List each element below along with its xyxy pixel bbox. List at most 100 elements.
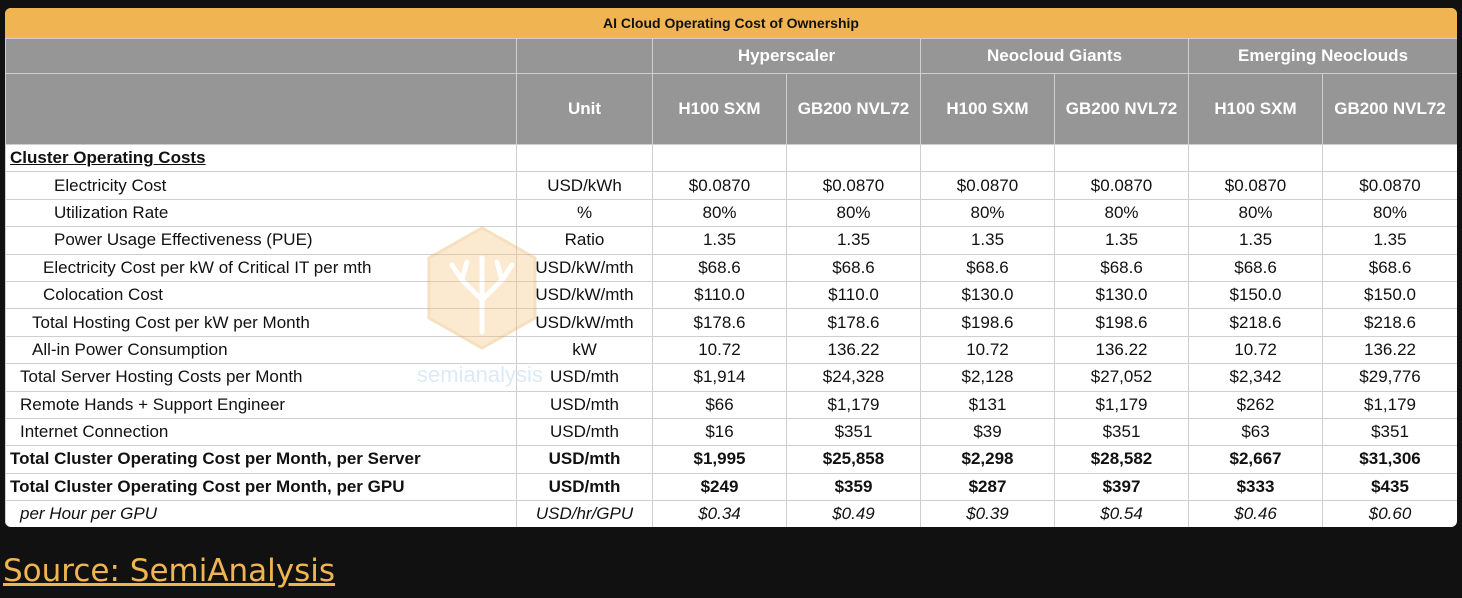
table-cell: 136.22 [786, 335, 921, 365]
column-header: GB200 NVL72 [1322, 73, 1457, 145]
table-cell: $2,128 [920, 363, 1055, 392]
row-unit: USD/hr/GPU [516, 500, 653, 527]
table-cell: $150.0 [1322, 280, 1457, 310]
table-cell: $131 [920, 390, 1055, 419]
table-cell: $0.0870 [1322, 171, 1457, 200]
row-label: Colocation Cost [5, 280, 517, 310]
column-header: H100 SXM [1188, 73, 1324, 145]
table-cell: $1,995 [652, 445, 787, 474]
table-cell: 80% [1188, 198, 1324, 228]
table-cell: $359 [786, 472, 921, 502]
cost-table: Hyperscaler Neocloud Giants Emerging Neo… [5, 38, 1457, 527]
table-cell: $28,582 [1053, 445, 1190, 474]
table-cell: $262 [1188, 390, 1324, 419]
table-cell: $0.54 [1053, 500, 1190, 527]
table-cell: $1,914 [652, 363, 787, 392]
table-cell: $1,179 [786, 390, 921, 419]
table-cell [652, 143, 787, 173]
unit-header-top [516, 38, 653, 74]
label-header-cell [5, 73, 517, 145]
table-cell: $0.0870 [1188, 171, 1324, 200]
row-label: Total Cluster Operating Cost per Month, … [5, 472, 517, 502]
table-cell: $25,858 [786, 445, 921, 474]
table-row: Cluster Operating Costs [5, 143, 1457, 173]
row-label: Electricity Cost [5, 171, 517, 200]
group-header-neocloud-giants: Neocloud Giants [919, 38, 1190, 74]
table-cell: 136.22 [1322, 335, 1457, 365]
table-cell: $68.6 [1322, 253, 1457, 282]
table-cell [920, 143, 1055, 173]
row-unit: USD/mth [516, 390, 653, 419]
row-unit: USD/kW/mth [516, 280, 653, 310]
table-cell: 80% [786, 198, 921, 228]
table-cell: $333 [1188, 472, 1324, 502]
row-label: Total Cluster Operating Cost per Month, … [5, 445, 517, 474]
row-unit: USD/mth [516, 417, 653, 447]
table-body: Cluster Operating Costs Electricity Cost U… [5, 143, 1457, 527]
table-row: Internet Connection USD/mth $16 $351 $39 $351… [5, 417, 1457, 447]
row-label: Cluster Operating Costs [5, 143, 517, 173]
table-cell: $2,342 [1188, 363, 1324, 392]
table-cell: $0.34 [652, 500, 787, 527]
table-row: Remote Hands + Support Engineer USD/mth $6… [5, 390, 1457, 419]
unit-header: Unit [516, 73, 653, 145]
table-card: AI Cloud Operating Cost of Ownership Hyp… [5, 8, 1457, 527]
table-cell: $0.0870 [652, 171, 787, 200]
table-cell: $16 [652, 417, 787, 447]
table-title: AI Cloud Operating Cost of Ownership [5, 8, 1457, 38]
row-unit: USD/mth [516, 445, 653, 474]
table-cell: $150.0 [1188, 280, 1324, 310]
table-row: Total Server Hosting Costs per Month USD/… [5, 363, 1457, 392]
row-label: per Hour per GPU [5, 500, 517, 527]
row-unit: % [516, 198, 653, 228]
source-link[interactable]: Source: SemiAnalysis [3, 553, 336, 589]
table-cell: $130.0 [920, 280, 1055, 310]
row-unit: USD/mth [516, 472, 653, 502]
table-row: Electricity Cost USD/kWh $0.0870 $0.0870 $0.… [5, 171, 1457, 200]
table-cell: 1.35 [920, 226, 1055, 255]
table-cell: $110.0 [786, 280, 921, 310]
table-cell: $24,328 [786, 363, 921, 392]
row-unit [516, 143, 653, 173]
table-row: Colocation Cost USD/kW/mth $110.0 $110.0 $13… [5, 280, 1457, 310]
table-cell: $39 [920, 417, 1055, 447]
column-header: H100 SXM [920, 73, 1055, 145]
table-cell: $287 [920, 472, 1055, 502]
table-row: Utilization Rate% 80% 80% 80% 80% 80% 80% [5, 198, 1457, 228]
blank-header-cell [5, 38, 517, 74]
table-cell: $351 [786, 417, 921, 447]
table-row: Electricity Cost per kW of Critical IT p… [5, 253, 1457, 282]
table-cell: $218.6 [1322, 308, 1457, 337]
table-cell [1053, 143, 1190, 173]
table-cell: 80% [1053, 198, 1190, 228]
table-cell: $130.0 [1053, 280, 1190, 310]
table-cell: $0.60 [1322, 500, 1457, 527]
table-cell: $68.6 [1053, 253, 1190, 282]
table-cell: $351 [1053, 417, 1190, 447]
row-unit: Ratio [516, 226, 653, 255]
table-cell: $198.6 [920, 308, 1055, 337]
table-cell: $68.6 [1188, 253, 1324, 282]
row-label: Internet Connection [5, 417, 517, 447]
column-header-row: Unit H100 SXM GB200 NVL72 H100 SXM GB200… [5, 73, 1457, 145]
table-cell: $397 [1053, 472, 1190, 502]
table-cell: $2,298 [920, 445, 1055, 474]
table-cell: 136.22 [1053, 335, 1190, 365]
table-cell [1322, 143, 1457, 173]
row-unit: USD/kW/mth [516, 253, 653, 282]
table-cell: $198.6 [1053, 308, 1190, 337]
row-label: All-in Power Consumption [5, 335, 517, 365]
table-cell: $27,052 [1053, 363, 1190, 392]
table-cell: 10.72 [1188, 335, 1324, 365]
group-header-row: Hyperscaler Neocloud Giants Emerging Neo… [5, 38, 1457, 74]
table-cell: $0.0870 [920, 171, 1055, 200]
row-label: Electricity Cost per kW of Critical IT p… [5, 253, 517, 282]
table-row: Power Usage Effectiveness (PUE) Ratio 1.35… [5, 226, 1457, 255]
table-cell: 10.72 [920, 335, 1055, 365]
table-cell: $63 [1188, 417, 1324, 447]
table-row: All-in Power Consumption kW 10.72 136.22 10.… [5, 335, 1457, 365]
table-cell: 80% [920, 198, 1055, 228]
column-header: GB200 NVL72 [786, 73, 921, 145]
table-cell: $1,179 [1053, 390, 1190, 419]
table-row: per Hour per GPU USD/hr/GPU $0.34 $0.49 $0.3… [5, 500, 1457, 527]
